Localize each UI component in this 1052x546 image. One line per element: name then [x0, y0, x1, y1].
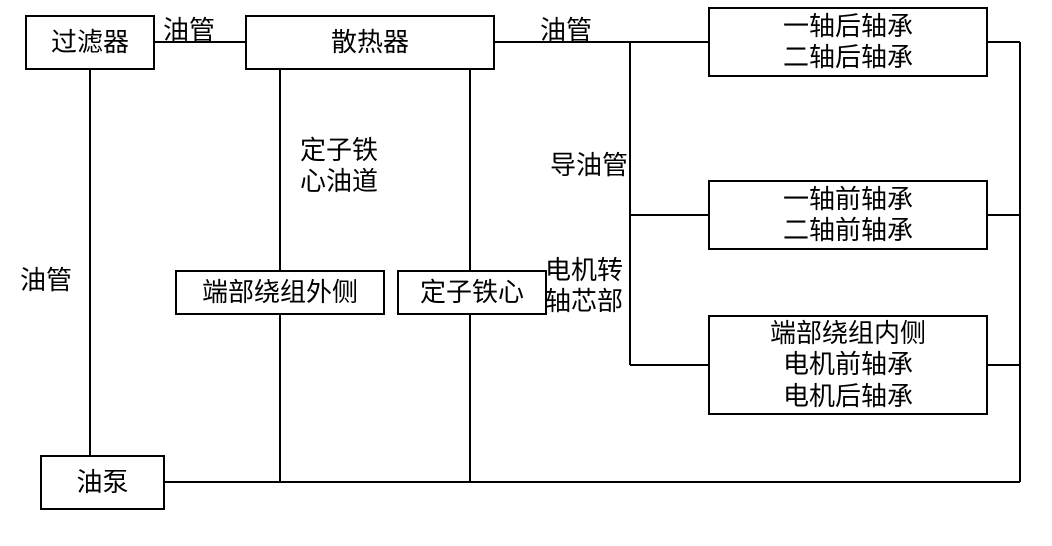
node-filter: 过滤器	[25, 15, 155, 70]
node-label: 油泵	[76, 467, 128, 498]
node-label-line1: 一轴后轴承	[783, 11, 913, 42]
node-label-line2: 二轴后轴承	[783, 42, 913, 73]
label-text: 油管	[20, 266, 72, 295]
node-label: 端部绕组外侧	[202, 277, 358, 308]
label-pipe-top2: 油管	[540, 15, 592, 46]
label-text: 油管	[163, 16, 215, 45]
label-text: 导油管	[550, 151, 628, 180]
label-shaft-core: 电机转 轴芯部	[545, 255, 623, 317]
label-text: 油管	[540, 16, 592, 45]
flow-diagram: 过滤器 散热器 一轴后轴承 二轴后轴承 一轴前轴承 二轴前轴承 端部绕组内侧 电…	[0, 0, 1052, 546]
node-label-line2: 二轴前轴承	[783, 215, 913, 246]
label-line2: 心油道	[300, 167, 378, 196]
node-winding-outer: 端部绕组外侧	[175, 270, 385, 315]
node-label-line1: 一轴前轴承	[783, 184, 913, 215]
label-guide-pipe: 导油管	[550, 150, 628, 181]
node-label: 过滤器	[51, 27, 129, 58]
node-pump: 油泵	[40, 455, 165, 510]
node-label-line1: 端部绕组内侧	[770, 318, 926, 349]
node-label: 定子铁心	[420, 277, 524, 308]
label-line1: 电机转	[545, 256, 623, 285]
label-stator-duct: 定子铁 心油道	[300, 135, 378, 197]
node-bearing-front: 一轴前轴承 二轴前轴承	[708, 180, 988, 250]
label-pipe-left: 油管	[20, 265, 72, 296]
label-line2: 轴芯部	[545, 287, 623, 316]
label-line1: 定子铁	[300, 136, 378, 165]
node-label-line2: 电机前轴承	[783, 349, 913, 380]
label-pipe-top1: 油管	[163, 15, 215, 46]
node-stator-core: 定子铁心	[397, 270, 547, 315]
node-radiator: 散热器	[245, 15, 495, 70]
node-bearing-rear: 一轴后轴承 二轴后轴承	[708, 7, 988, 77]
node-label-line3: 电机后轴承	[783, 381, 913, 412]
node-winding-inner: 端部绕组内侧 电机前轴承 电机后轴承	[708, 315, 988, 415]
node-label: 散热器	[331, 27, 409, 58]
